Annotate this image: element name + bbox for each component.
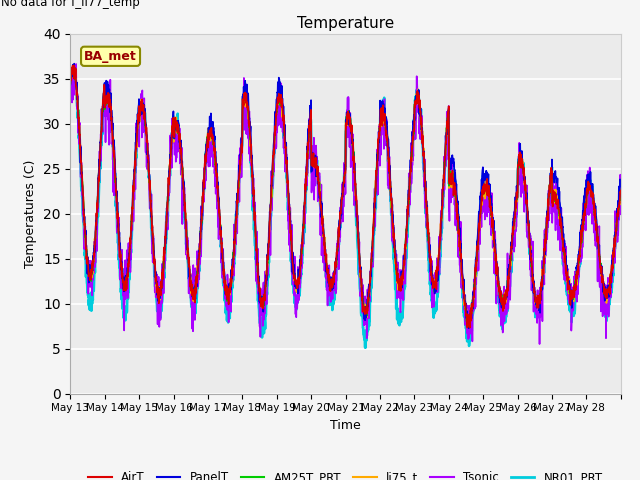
Text: No data for f_li77_temp: No data for f_li77_temp — [1, 0, 140, 9]
Y-axis label: Temperatures (C): Temperatures (C) — [24, 159, 38, 268]
Title: Temperature: Temperature — [297, 16, 394, 31]
Text: BA_met: BA_met — [84, 50, 137, 63]
Legend: AirT, PanelT, AM25T_PRT, li75_t, Tsonic, NR01_PRT: AirT, PanelT, AM25T_PRT, li75_t, Tsonic,… — [83, 466, 608, 480]
X-axis label: Time: Time — [330, 419, 361, 432]
